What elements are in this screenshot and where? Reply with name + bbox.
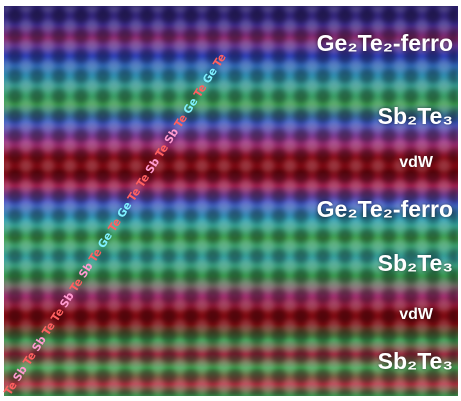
atom-label: Sb (57, 290, 77, 310)
atom-label: Sb (76, 260, 96, 280)
atom-label: Sb (143, 156, 163, 176)
atom-label: Ge (181, 95, 201, 116)
sequence-overlay: TeSbTeSbTeTeSbTeSbTeGeTeGeTeTeSbTeSbTeGe… (0, 0, 461, 401)
atom-label: Sb (162, 126, 182, 146)
atom-label: Sb (29, 333, 49, 353)
atom-label: Ge (200, 65, 220, 86)
atom-label: Te (211, 51, 229, 69)
stacking-sequence: TeSbTeSbTeTeSbTeSbTeGeTeGeTeTeSbTeSbTeGe… (2, 51, 229, 397)
page: Layered stacking image html, body { marg… (0, 0, 461, 401)
atom-label: Ge (115, 199, 135, 220)
atom-label: Ge (95, 230, 115, 251)
body: {"layer_labels": ["Ge₂Te₂-ferro", "Sb₂Te… (0, 0, 461, 401)
atom-label: Sb (10, 363, 30, 383)
figure: Ge₂Te₂-ferro Sb₂Te₃ vdW Ge₂Te₂-ferro Sb₂… (0, 0, 461, 401)
